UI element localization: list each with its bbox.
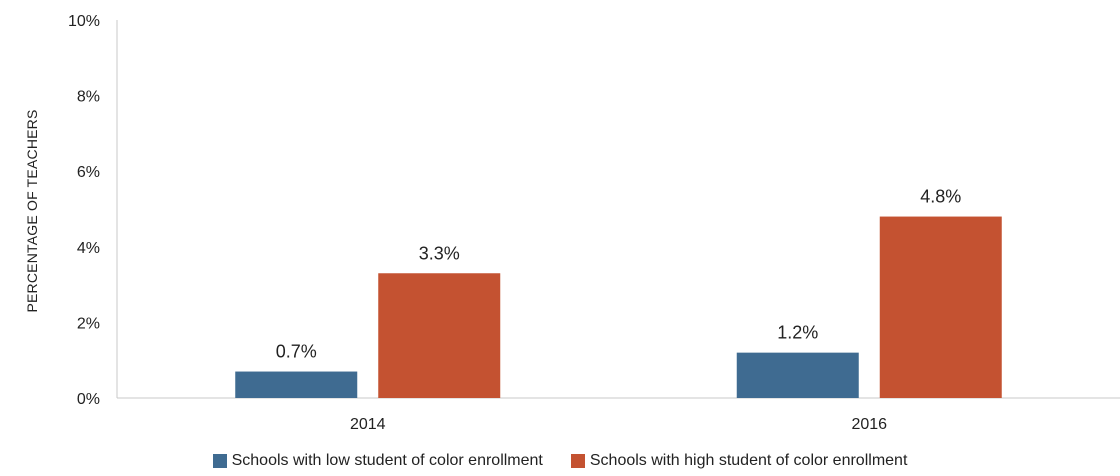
bar xyxy=(736,352,859,398)
y-axis-label: PERCENTAGE OF TEACHERS xyxy=(24,109,40,312)
data-label: 1.2% xyxy=(777,323,818,343)
y-tick-label: 2% xyxy=(77,315,100,332)
legend: Schools with low student of color enroll… xyxy=(0,452,1120,470)
data-label: 4.8% xyxy=(920,187,961,207)
legend-item-low: Schools with low student of color enroll… xyxy=(212,452,543,470)
bars: 0.7% 3.3% 1.2% 4.8% xyxy=(235,187,1002,398)
y-tick-label: 4% xyxy=(77,240,100,257)
bar xyxy=(879,216,1002,398)
legend-label-low: Schools with low student of color enroll… xyxy=(231,452,543,469)
data-label: 3.3% xyxy=(419,243,460,263)
y-tick-label: 10% xyxy=(68,13,100,30)
bar-chart: PERCENTAGE OF TEACHERS 0% 2% 4% 6% 8% 10% 0.7… xyxy=(24,13,1120,433)
x-tick-label: 2016 xyxy=(851,416,887,433)
legend-item-high: Schools with high student of color enrol… xyxy=(570,452,908,470)
legend-swatch-low xyxy=(212,454,227,468)
bar xyxy=(378,273,501,398)
legend-label-high: Schools with high student of color enrol… xyxy=(589,452,908,469)
bar xyxy=(235,371,358,398)
y-tick-label: 0% xyxy=(77,391,100,408)
data-label: 0.7% xyxy=(276,342,317,362)
x-tick-label: 2014 xyxy=(350,416,386,433)
y-tick-label: 6% xyxy=(77,164,100,181)
x-axis: 2014 2016 xyxy=(350,416,887,433)
y-axis: 0% 2% 4% 6% 8% 10% xyxy=(68,13,100,408)
legend-swatch-high xyxy=(570,454,585,468)
y-tick-label: 8% xyxy=(77,89,100,106)
